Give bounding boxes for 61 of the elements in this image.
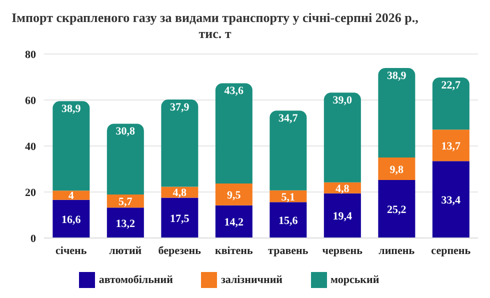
x-tick-label: січень	[56, 244, 87, 257]
x-tick-label: червень	[322, 244, 363, 257]
data-label: 16,6	[62, 214, 82, 226]
data-label: 4,8	[172, 187, 188, 200]
bar	[52, 200, 90, 238]
y-tick-label: 60	[25, 94, 36, 107]
data-label: 14,2	[224, 216, 244, 229]
data-label: 38,9	[62, 103, 82, 116]
x-tick-label: серпень	[431, 244, 471, 257]
data-label: 4	[68, 190, 74, 202]
bar	[378, 158, 416, 180]
bar	[215, 183, 252, 206]
bar	[270, 110, 307, 190]
data-label: 19,4	[332, 210, 353, 223]
bar	[432, 161, 470, 238]
data-label: 5,1	[281, 191, 296, 204]
bar	[432, 130, 470, 162]
data-label: 9,8	[390, 164, 404, 176]
data-label: 38,9	[387, 70, 407, 82]
chart-title: Імпорт скрапленого газу за видами транспорту у січні-серпні 2026 р., тис. т	[10, 9, 420, 41]
data-label: 22,7	[441, 79, 462, 92]
y-tick-label: 20	[25, 186, 36, 199]
bar	[215, 83, 252, 184]
data-label: 15,6	[278, 215, 298, 228]
data-label: 9,5	[227, 189, 242, 202]
data-label: 4,8	[336, 182, 350, 195]
bar	[161, 198, 198, 238]
data-label: 13,2	[116, 218, 136, 230]
data-label: 25,2	[387, 204, 407, 216]
bar	[432, 77, 470, 130]
x-tick-label: травень	[268, 244, 308, 257]
bar	[270, 202, 307, 238]
bar	[215, 205, 252, 238]
data-label: 5,7	[118, 196, 133, 208]
data-label: 33,4	[441, 194, 462, 207]
data-label: 17,5	[170, 212, 190, 225]
bar	[106, 208, 144, 238]
data-label: 37,9	[170, 102, 190, 114]
bar	[378, 180, 416, 238]
bar	[106, 124, 144, 195]
y-tick-label: 40	[25, 140, 36, 153]
x-tick-label: квітень	[214, 244, 253, 257]
x-tick-label: лютий	[109, 244, 142, 257]
data-label: 43,6	[224, 85, 244, 98]
legend-label: морський	[330, 274, 380, 286]
bar	[378, 68, 416, 158]
data-label: 30,8	[116, 126, 136, 138]
bar	[52, 101, 90, 191]
bar	[161, 100, 198, 187]
legend-label: залізничний	[220, 274, 282, 286]
bar	[324, 193, 361, 238]
data-label: 34,7	[278, 112, 298, 125]
y-tick-label: 0	[30, 232, 36, 245]
x-tick-label: липень	[378, 244, 415, 257]
data-label: 39,0	[332, 94, 353, 107]
x-tick-label: березень	[158, 244, 202, 257]
y-tick-label: 80	[25, 48, 36, 61]
legend-label: автомобільний	[98, 274, 173, 286]
bar	[52, 190, 90, 200]
bar	[324, 92, 361, 182]
data-label: 13,7	[441, 140, 462, 152]
